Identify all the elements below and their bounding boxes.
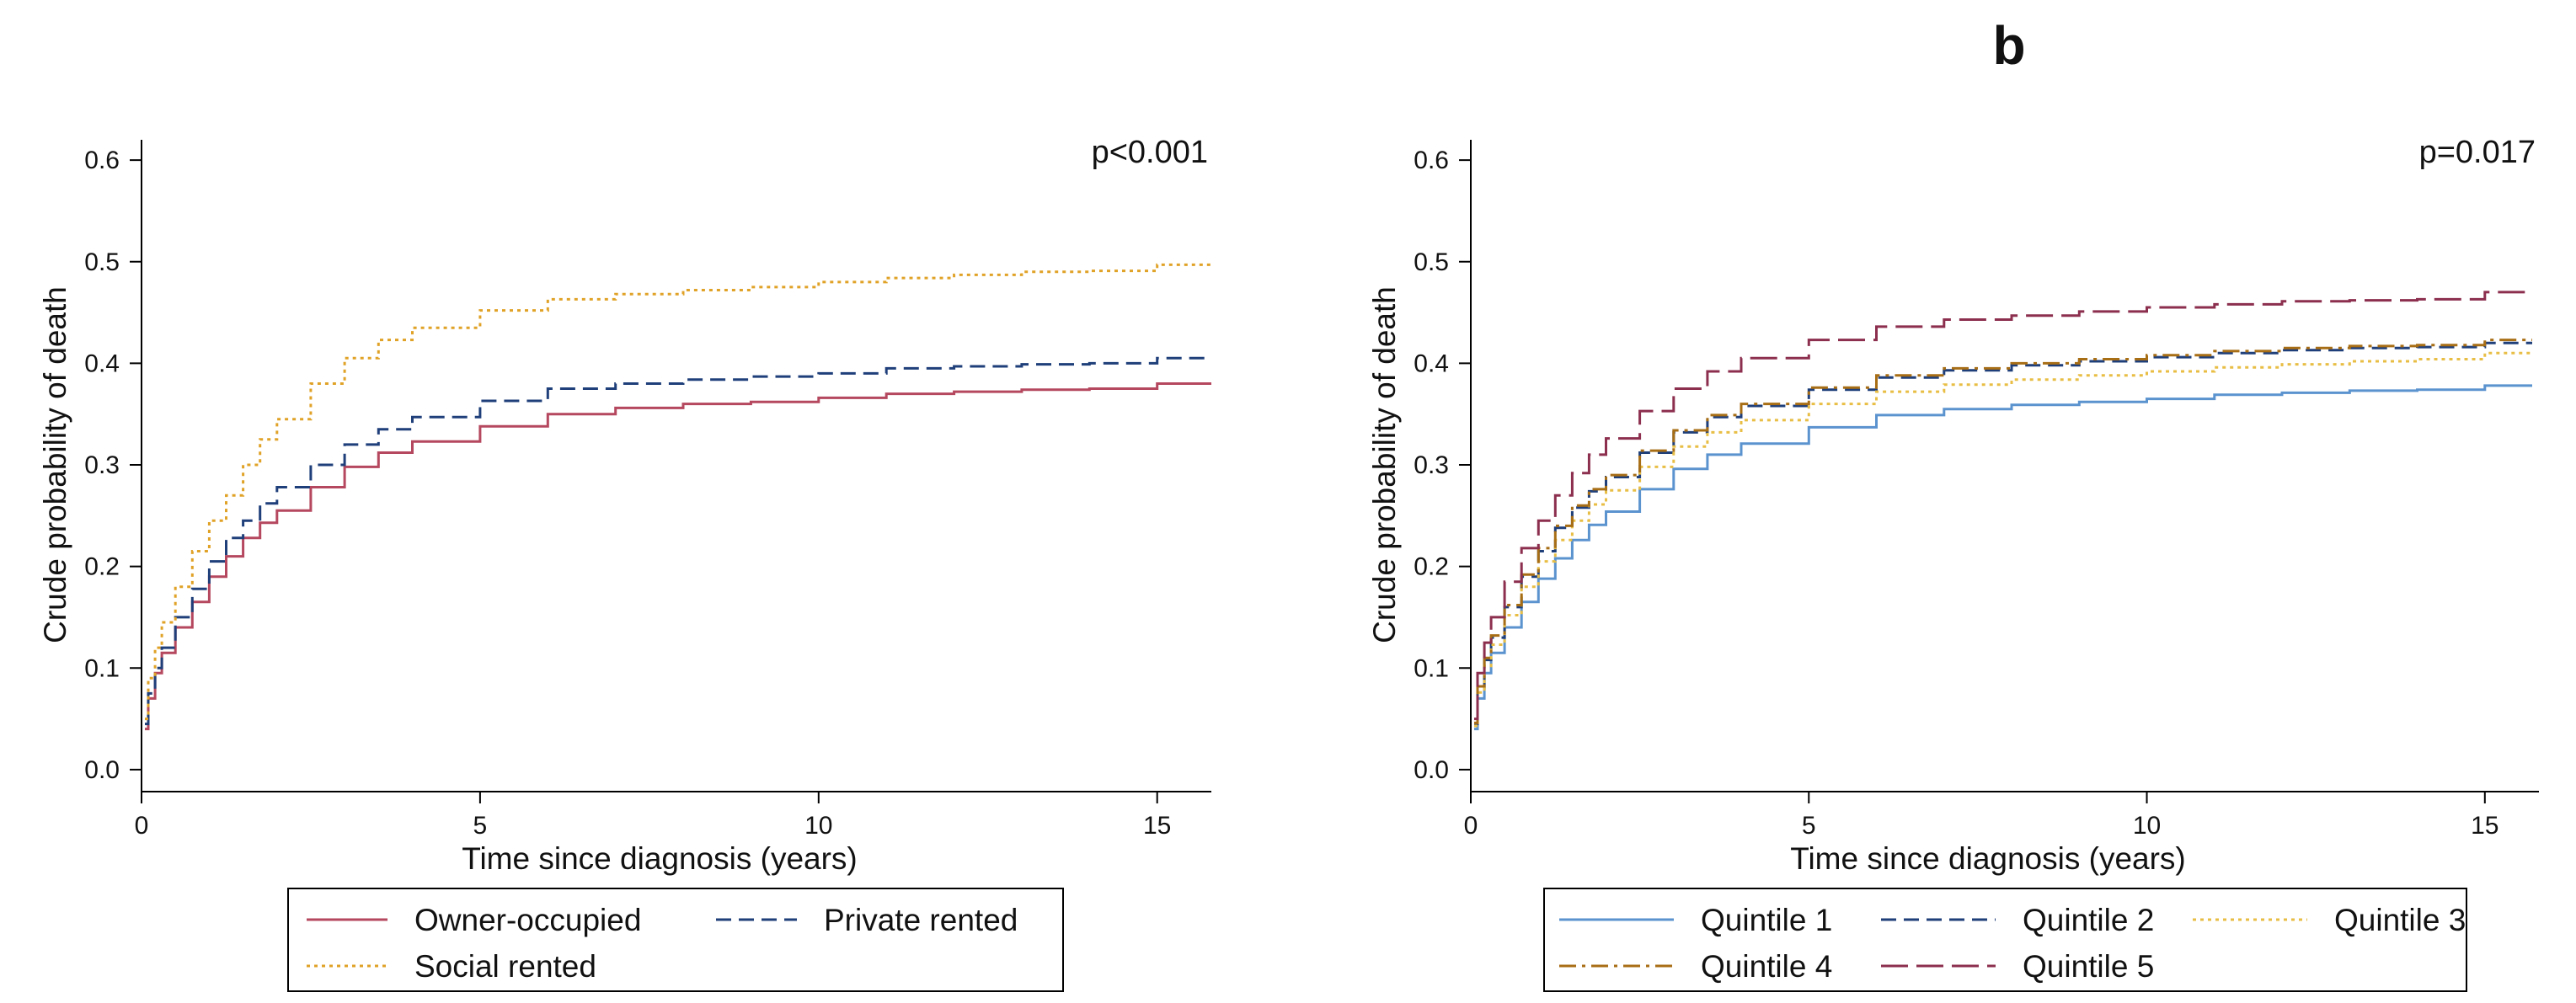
y-tick-label: 0.0 — [1414, 756, 1449, 784]
y-tick-label: 0.0 — [84, 756, 120, 784]
series-line-social-rented — [145, 263, 1211, 721]
x-axis-title: Time since diagnosis (years) — [462, 841, 858, 876]
y-tick-label: 0.5 — [1414, 248, 1449, 276]
y-axis-title: Crude probability of death — [38, 286, 72, 643]
y-tick-label: 0.3 — [84, 451, 120, 479]
series-line-quintile-2 — [1474, 341, 2532, 726]
y-tick-label: 0.6 — [1414, 147, 1449, 174]
y-tick-label: 0.2 — [1414, 553, 1449, 581]
y-tick-label: 0.4 — [1414, 349, 1449, 377]
legend-label: Owner-occupied — [414, 903, 641, 937]
chart-panel-b: 0.0 0.1 0.2 0.3 0.4 0.5 0.6 0 5 10 15 Time since di… — [1367, 135, 2539, 992]
x-tick-label: 15 — [1143, 812, 1171, 840]
y-tick-label: 0.1 — [84, 654, 120, 682]
legend-label: Private rented — [824, 903, 1018, 937]
legend-label: Quintile 5 — [2023, 949, 2154, 984]
panel-b-label: b — [1992, 15, 2025, 76]
series-line-quintile-4 — [1474, 339, 2532, 724]
y-tick-label: 0.6 — [84, 147, 120, 174]
x-tick-label: 5 — [1802, 812, 1816, 840]
y-axis-title: Crude probability of death — [1367, 286, 1402, 643]
y-tick-label: 0.5 — [84, 248, 120, 276]
legend-box — [1543, 888, 2467, 992]
y-tick-label: 0.3 — [1414, 451, 1449, 479]
p-value-annotation: p=0.017 — [2419, 135, 2536, 170]
series-line-private-rented — [145, 356, 1211, 726]
series-line-owner-occupied — [145, 382, 1211, 731]
series-line-quintile-3 — [1474, 351, 2532, 728]
x-tick-label: 0 — [135, 812, 149, 840]
x-tick-label: 0 — [1464, 812, 1478, 840]
legend-label: Quintile 4 — [1701, 949, 1832, 984]
chart-panel-a: 0.0 0.1 0.2 0.3 0.4 0.5 0.6 0 5 10 15 Time since di… — [38, 135, 1211, 992]
legend-label: Social rented — [414, 949, 596, 984]
x-tick-label: 10 — [2133, 812, 2161, 840]
series-line-quintile-5 — [1474, 291, 2532, 721]
x-tick-label: 10 — [804, 812, 832, 840]
x-tick-label: 15 — [2471, 812, 2499, 840]
axes-frame — [141, 140, 1211, 792]
series-line-quintile-1 — [1474, 384, 2532, 731]
y-tick-label: 0.1 — [1414, 654, 1449, 682]
legend-label: Quintile 3 — [2334, 903, 2466, 937]
legend-box — [287, 888, 1064, 992]
x-tick-label: 5 — [473, 812, 488, 840]
legend-label: Quintile 1 — [1701, 903, 1832, 937]
y-tick-label: 0.4 — [84, 349, 120, 377]
p-value-annotation: p<0.001 — [1092, 135, 1208, 170]
y-tick-label: 0.2 — [84, 553, 120, 581]
axes-frame — [1470, 140, 2539, 792]
x-axis-title: Time since diagnosis (years) — [1790, 841, 2186, 876]
legend-label: Quintile 2 — [2023, 903, 2154, 937]
